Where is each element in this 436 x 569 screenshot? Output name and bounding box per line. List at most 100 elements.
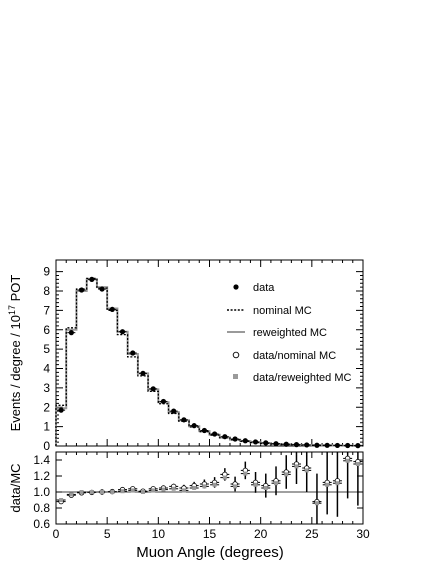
main-ylabel-text: Events / degree / 10 <box>8 315 23 431</box>
data-point <box>89 276 95 282</box>
ratio-plot: 0 5 10 15 20 25 30 0.6 0.8 1.0 1.2 1.4 <box>33 452 370 541</box>
reweighted-mc-histogram <box>55 278 363 447</box>
ratio-point-reweighted <box>243 471 248 476</box>
data-point <box>242 438 248 444</box>
ratio-ytick-label: 0.6 <box>33 517 50 531</box>
data-point <box>160 398 167 405</box>
ratio-point-reweighted <box>284 472 289 477</box>
legend-data-marker <box>233 284 239 290</box>
ratio-point-reweighted <box>69 492 74 497</box>
data-point <box>304 442 310 448</box>
ratio-point-reweighted <box>110 490 115 494</box>
ratio-point-reweighted <box>161 487 166 492</box>
data-point <box>252 439 259 445</box>
legend-data-nominal-marker <box>232 351 240 359</box>
main-ylabel-suffix: POT <box>8 275 23 305</box>
main-ytick-label: 8 <box>43 284 50 298</box>
ratio-xtick-label: 20 <box>254 527 268 541</box>
data-point <box>58 407 64 413</box>
xlabel: Muon Angle (degrees) <box>136 544 284 561</box>
main-ytick-label: 1 <box>43 420 50 434</box>
main-ytick-label: 2 <box>43 400 50 414</box>
data-point <box>232 436 238 442</box>
main-ytick-label: 9 <box>43 265 50 279</box>
ratio-ytick-label: 1.4 <box>33 453 50 467</box>
legend-data-reweighted-marker <box>233 374 238 379</box>
data-point <box>150 386 156 392</box>
legend: data nominal MC reweighted MC data/nomin… <box>227 282 351 384</box>
data-point <box>355 443 361 449</box>
ratio-xtick-label: 5 <box>104 527 111 541</box>
ratio-xtick-label: 15 <box>203 527 217 541</box>
ratio-xtick-label: 10 <box>152 527 166 541</box>
ratio-point-reweighted <box>253 482 258 487</box>
data-point <box>119 329 126 335</box>
data-point <box>140 370 146 376</box>
data-point <box>171 408 177 414</box>
legend-data-label: data <box>253 282 275 294</box>
data-point <box>130 350 136 356</box>
ratio-point-reweighted <box>100 490 105 494</box>
data-point <box>68 330 74 336</box>
ratio-point-reweighted <box>325 482 330 487</box>
data-point <box>78 287 85 293</box>
nominal-mc-histogram <box>55 277 363 447</box>
ratio-xtick-label: 0 <box>53 527 60 541</box>
main-ytick-label: 5 <box>43 342 50 356</box>
ratio-point-reweighted <box>294 464 299 469</box>
legend-reweighted-mc-label: reweighted MC <box>253 327 327 339</box>
ratio-point-reweighted <box>130 488 135 493</box>
main-ytick-label: 6 <box>43 323 50 337</box>
main-ylabel: Events / degree / 1017 POT <box>7 275 23 432</box>
ratio-point-reweighted <box>233 484 238 489</box>
ratio-point-reweighted <box>202 484 207 489</box>
data-point <box>324 442 330 448</box>
data-point <box>283 441 289 447</box>
main-ylabel-exponent: 17 <box>7 305 17 315</box>
data-point <box>334 442 341 449</box>
ratio-point-reweighted <box>263 486 268 490</box>
data-point <box>345 442 351 449</box>
ratio-point-reweighted <box>171 486 176 491</box>
main-ytick-label: 3 <box>43 381 50 395</box>
legend-data-reweighted-label: data/reweighted MC <box>253 372 351 384</box>
ratio-point-reweighted <box>140 490 145 494</box>
ratio-point-reweighted <box>59 498 64 502</box>
ratio-point-reweighted <box>79 490 84 494</box>
main-plot: 0 1 2 3 4 5 6 7 8 9 <box>43 260 364 453</box>
ratio-point-reweighted <box>212 482 217 487</box>
main-ytick-label: 0 <box>43 439 50 453</box>
ratio-point-reweighted <box>89 490 94 494</box>
legend-nominal-mc-label: nominal MC <box>253 305 312 317</box>
ratio-ytick-label: 1.0 <box>33 485 50 499</box>
ratio-point-reweighted <box>345 458 350 463</box>
ratio-point-reweighted <box>314 501 319 506</box>
ratio-point-reweighted <box>181 488 186 493</box>
data-point <box>109 306 115 313</box>
ratio-xtick-label: 25 <box>305 527 319 541</box>
data-point <box>222 434 228 440</box>
data-point <box>99 286 105 292</box>
ratio-xtick-label: 30 <box>356 527 370 541</box>
data-point <box>191 423 197 429</box>
main-ytick-label: 7 <box>43 303 50 317</box>
ratio-ytick-label: 0.8 <box>33 501 50 515</box>
data-point <box>273 441 279 447</box>
ratio-point-reweighted <box>192 486 197 490</box>
ratio-ytick-label: 1.2 <box>33 469 50 483</box>
legend-data-nominal-label: data/nominal MC <box>253 350 336 362</box>
ratio-point-reweighted <box>355 462 360 466</box>
main-ytick-label: 4 <box>43 362 50 376</box>
ratio-point-reweighted <box>304 468 309 473</box>
data-point <box>181 417 187 423</box>
data-point <box>212 431 218 437</box>
data-point <box>201 427 207 434</box>
data-point <box>263 440 269 446</box>
ratio-point-reweighted <box>335 481 340 486</box>
ratio-point-reweighted <box>274 481 279 486</box>
data-point <box>314 442 320 448</box>
ratio-point-reweighted <box>120 489 125 494</box>
ratio-ylabel: data/MC <box>8 463 23 512</box>
